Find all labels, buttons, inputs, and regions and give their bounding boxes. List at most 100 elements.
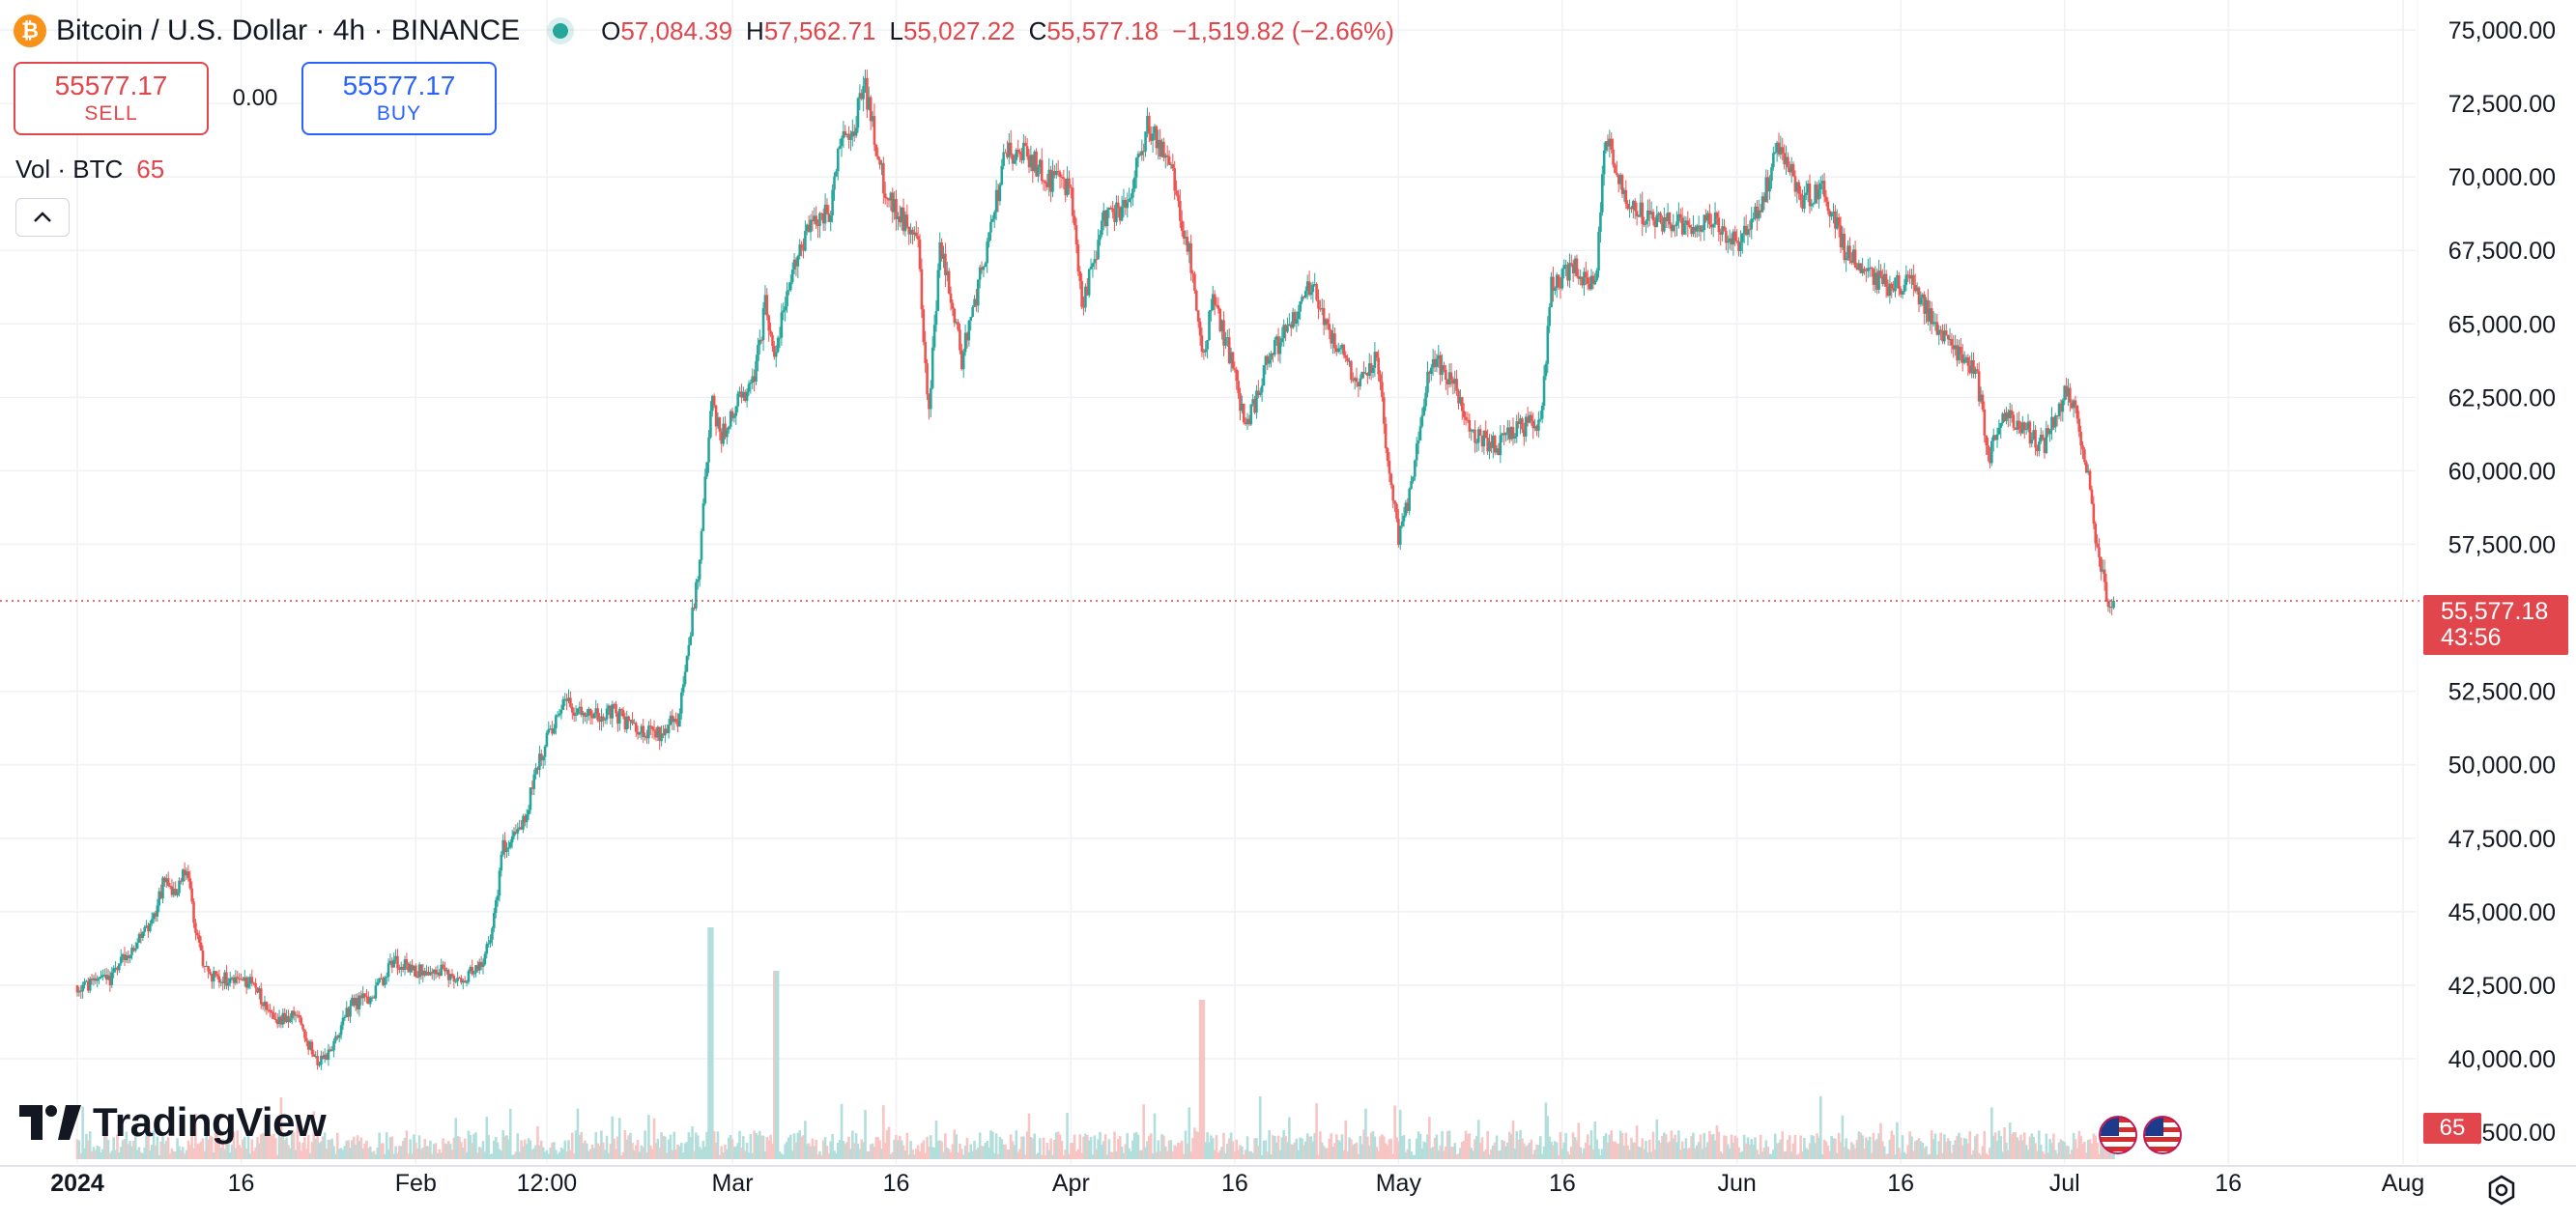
volume-bar [947, 1149, 951, 1159]
candle [629, 719, 632, 730]
volume-bar [123, 1138, 127, 1159]
volume-bar [1834, 1138, 1837, 1159]
candle [116, 966, 119, 976]
volume-bar [1289, 1144, 1293, 1159]
volume-bar [380, 1143, 383, 1159]
volume-bar [1646, 1151, 1649, 1159]
volume-bar [631, 1142, 634, 1159]
candle [1435, 354, 1439, 373]
candle [133, 942, 137, 953]
candle [1781, 137, 1785, 160]
volume-bar [623, 1130, 627, 1159]
volume-bar [1835, 1152, 1839, 1159]
candle [978, 265, 982, 289]
candle [104, 968, 108, 984]
candle [1981, 390, 1985, 412]
candle [1049, 165, 1052, 203]
volume-bar [1597, 1149, 1600, 1159]
buy-button[interactable]: 55577.17 BUY [301, 62, 497, 135]
candle [940, 238, 943, 262]
candle [2061, 398, 2065, 422]
volume-bar [1617, 1143, 1620, 1159]
candle [246, 976, 250, 990]
volume-bar [1167, 1140, 1171, 1159]
volume-bar [312, 1111, 316, 1159]
volume-bar [1768, 1153, 1771, 1159]
volume-bar [758, 1130, 761, 1159]
candle [549, 724, 552, 730]
volume-bar [1103, 1134, 1107, 1159]
candle [2110, 598, 2113, 615]
candle [127, 951, 130, 964]
volume-bar [1850, 1142, 1853, 1159]
volume-bar [1189, 1151, 1192, 1159]
volume-bar [489, 1153, 492, 1159]
volume-bar [2075, 1148, 2079, 1159]
candle [1130, 193, 1132, 208]
volume-bar [174, 1150, 178, 1159]
volume-bar [644, 1130, 646, 1159]
volume-bar [1952, 1144, 1956, 1159]
settings-icon[interactable] [2485, 1174, 2518, 1207]
volume-bar [2039, 1144, 2043, 1159]
candle [1459, 388, 1462, 407]
candle [1843, 228, 1846, 264]
y-axis-tick-label: 57,500.00 [2448, 532, 2556, 559]
candle [2057, 402, 2061, 420]
us-flag-icon[interactable] [2099, 1116, 2137, 1154]
volume-bar [1977, 1152, 1981, 1159]
volume-bar [1737, 1147, 1740, 1159]
candle [1993, 434, 1997, 440]
volume-legend[interactable]: Vol · BTC 65 [15, 155, 164, 185]
candle [423, 967, 427, 978]
candle [1793, 170, 1797, 197]
candle [1824, 189, 1828, 207]
volume-bar [1819, 1095, 1822, 1159]
volume-bar [1506, 1142, 1509, 1159]
candle [924, 330, 927, 373]
candle [2030, 432, 2034, 448]
candle [316, 1049, 319, 1070]
volume-bar [325, 1149, 329, 1159]
candle [1355, 367, 1359, 388]
candle [1859, 263, 1863, 274]
volume-bar [893, 1139, 896, 1159]
volume-bar [1073, 1134, 1076, 1159]
volume-bar [1455, 1154, 1458, 1159]
volume-bar [730, 1139, 734, 1159]
candle [1211, 285, 1215, 311]
candle [555, 714, 558, 735]
tradingview-logo[interactable]: TradingView [19, 1099, 327, 1146]
volume-bar [2045, 1133, 2048, 1159]
volume-bar [1336, 1140, 1340, 1159]
volume-bar [1476, 1120, 1480, 1159]
volume-bar [339, 1148, 343, 1159]
candle [909, 223, 912, 244]
candle [1441, 354, 1444, 382]
volume-bar [794, 1142, 798, 1159]
candle [1497, 442, 1501, 456]
us-flag-icon[interactable] [2143, 1116, 2182, 1154]
candle [1863, 266, 1866, 275]
candle [1350, 359, 1353, 383]
volume-bar [1459, 1148, 1462, 1159]
volume-bar [816, 1153, 819, 1159]
volume-bar [2100, 1140, 2103, 1159]
candle [1939, 326, 1942, 341]
candle [1744, 214, 1748, 237]
candle [1182, 221, 1186, 245]
candle [893, 190, 896, 220]
collapse-legend-button[interactable] [15, 198, 70, 237]
candle [1501, 433, 1504, 442]
candle [1266, 354, 1270, 371]
volume-bar [1604, 1132, 1608, 1159]
volume-bar [1400, 1136, 1404, 1159]
candle [398, 964, 401, 974]
volume-bar [450, 1150, 454, 1159]
volume-bar [1173, 1145, 1176, 1159]
sell-button[interactable]: 55577.17 SELL [14, 62, 209, 135]
volume-bar [477, 1147, 481, 1159]
symbol-title[interactable]: Bitcoin / U.S. Dollar · 4h · BINANCE [56, 14, 521, 46]
